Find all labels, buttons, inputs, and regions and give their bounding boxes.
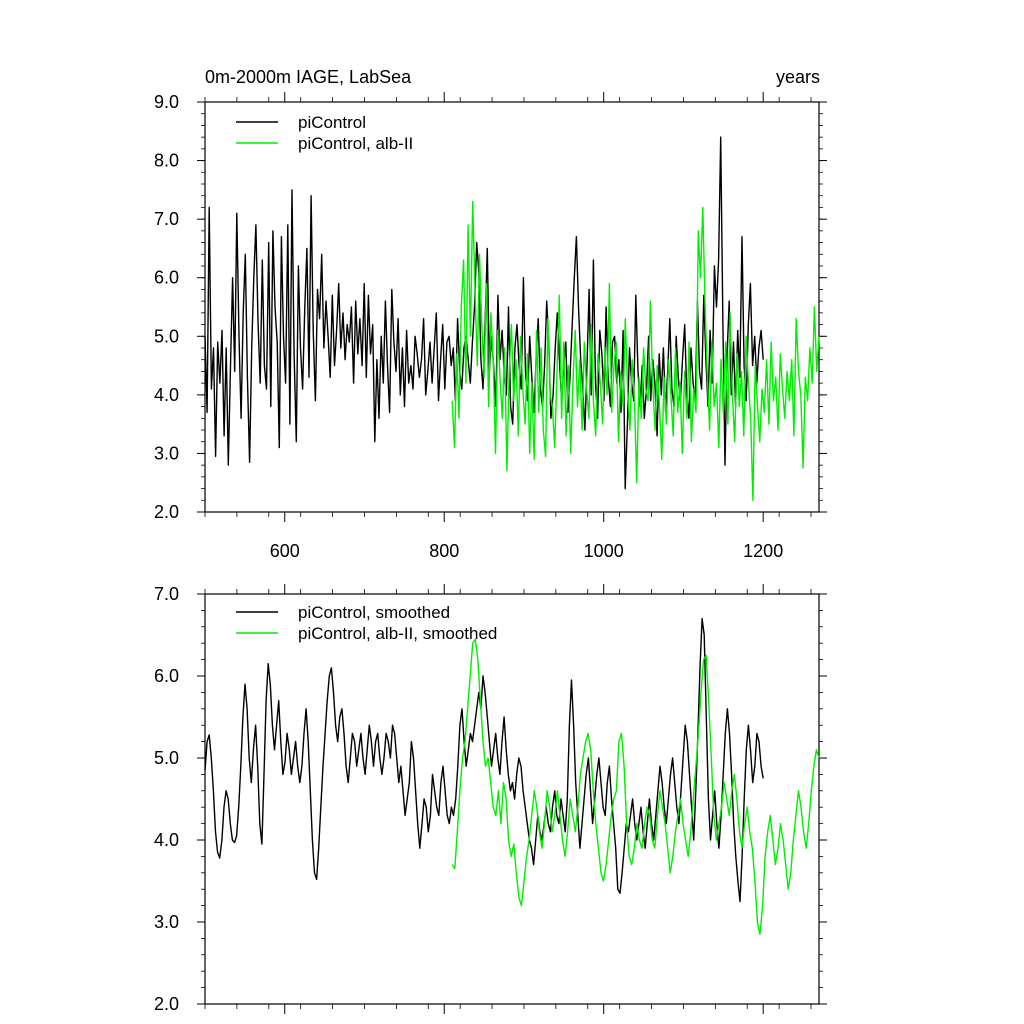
x-tick-label: 1200	[743, 541, 783, 561]
legend-label-picontrol-smoothed: piControl, smoothed	[298, 603, 450, 622]
y-tick-label: 5.0	[154, 326, 179, 346]
y-axis-tick-labels: 2.0 3.0 4.0 5.0 6.0 7.0 8.0 9.0	[154, 92, 179, 522]
legend-label-alb-smoothed: piControl, alb-II, smoothed	[298, 624, 497, 643]
y-axis-tick-labels: 2.0 3.0 4.0 5.0 6.0 7.0	[154, 584, 179, 1014]
x-tick-label: 600	[270, 541, 300, 561]
plot-frame	[204, 593, 820, 1005]
series-line-picontrol-alb-ii-smoothed	[451, 638, 820, 935]
y-tick-label: 8.0	[154, 151, 179, 171]
x-tick-label: 1000	[584, 541, 624, 561]
series-lines	[204, 136, 820, 501]
y-tick-label: 7.0	[154, 209, 179, 229]
y-tick-label: 6.0	[154, 268, 179, 288]
y-tick-label: 4.0	[154, 385, 179, 405]
chart-title: 0m-2000m IAGE, LabSea	[205, 67, 412, 87]
y-tick-label: 9.0	[154, 92, 179, 112]
legend: piControl piControl, alb-II	[236, 113, 413, 153]
bottom-chart-panel: 2.0 3.0 4.0 5.0 6.0 7.0 piControl, smoothed p…	[154, 584, 827, 1014]
y-tick-label: 3.0	[154, 443, 179, 463]
series-lines	[204, 617, 820, 935]
chart-units-label: years	[776, 67, 820, 87]
plot-frame	[204, 101, 820, 513]
y-tick-label: 2.0	[154, 502, 179, 522]
y-tick-label: 3.0	[154, 912, 179, 932]
x-tick-label: 800	[429, 541, 459, 561]
y-tick-label: 7.0	[154, 584, 179, 604]
series-line-picontrol-smoothed	[204, 617, 764, 903]
top-chart-panel: 0m-2000m IAGE, LabSea years 2.0 3.0 4.0 5.0…	[154, 67, 827, 561]
y-tick-label: 6.0	[154, 666, 179, 686]
y-tick-label: 5.0	[154, 748, 179, 768]
series-line-picontrol-alb-ii	[451, 200, 820, 501]
axis-ticks	[197, 584, 827, 1014]
legend: piControl, smoothed piControl, alb-II, s…	[236, 603, 497, 643]
legend-label-alb: piControl, alb-II	[298, 134, 413, 153]
x-axis-tick-labels: 600 800 1000 1200	[270, 541, 783, 561]
legend-label-picontrol: piControl	[298, 113, 366, 132]
y-tick-label: 2.0	[154, 994, 179, 1014]
series-line-picontrol	[204, 136, 764, 490]
y-tick-label: 4.0	[154, 830, 179, 850]
axis-ticks	[197, 92, 827, 522]
